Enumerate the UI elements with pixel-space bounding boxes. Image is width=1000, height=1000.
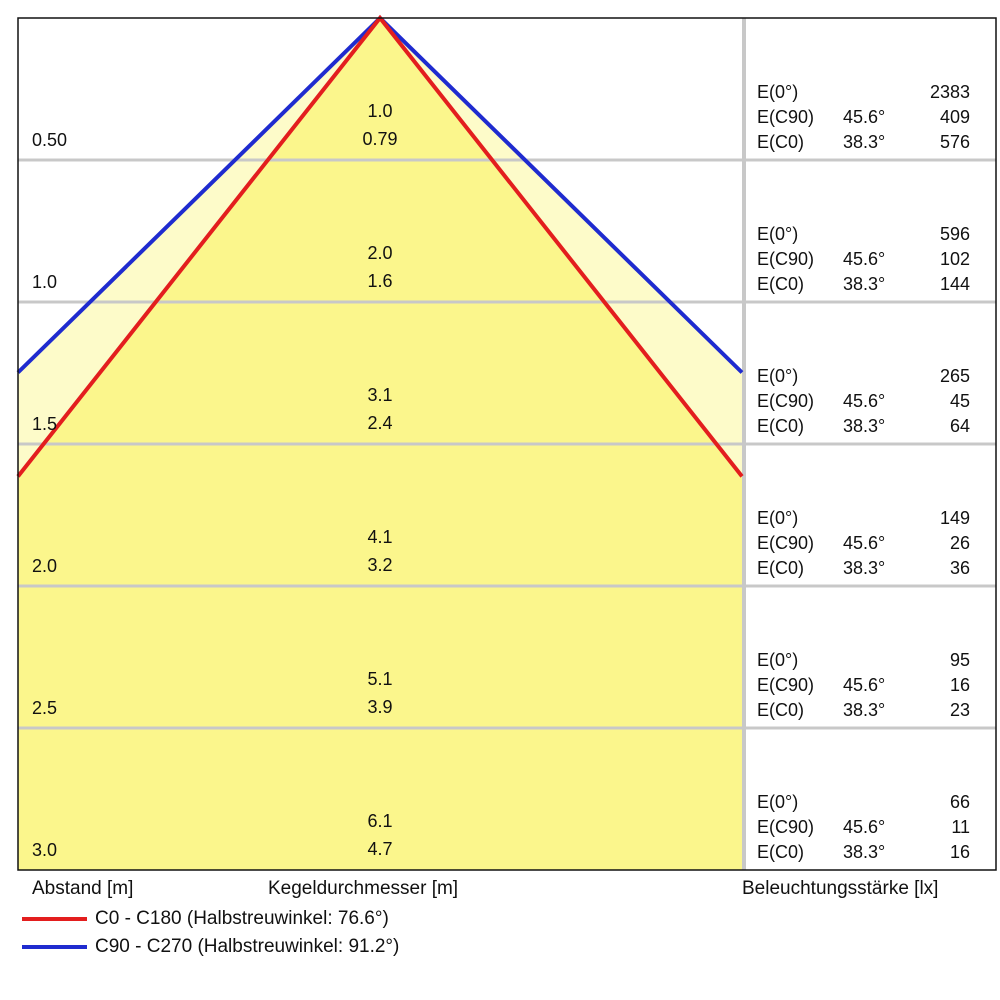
illuminance-name: E(C90): [757, 249, 814, 269]
illuminance-value: 149: [940, 508, 970, 528]
distance-label: 1.0: [32, 272, 57, 292]
distance-label: 1.5: [32, 414, 57, 434]
illuminance-value: 102: [940, 249, 970, 269]
illuminance-angle: 38.3°: [843, 132, 885, 152]
x-axis-label: Kegeldurchmesser [m]: [268, 878, 459, 899]
illuminance-name: E(0°): [757, 224, 798, 244]
illuminance-name: E(C0): [757, 132, 804, 152]
illuminance-angle: 38.3°: [843, 416, 885, 436]
illuminance-name: E(C0): [757, 274, 804, 294]
illuminance-value: 596: [940, 224, 970, 244]
diameter-c90-label: 3.1: [367, 385, 392, 405]
illuminance-value: 265: [940, 366, 970, 386]
legend-item-c90: C90 - C270 (Halbstreuwinkel: 91.2°): [22, 936, 399, 958]
illuminance-name: E(0°): [757, 82, 798, 102]
illuminance-name: E(C0): [757, 558, 804, 578]
legend-swatch-c90: [22, 945, 87, 949]
illuminance-name: E(C0): [757, 842, 804, 862]
distance-label: 2.0: [32, 556, 57, 576]
illuminance-value: 36: [950, 558, 970, 578]
legend-label-c0: C0 - C180 (Halbstreuwinkel: 76.6°): [95, 908, 389, 929]
illuminance-name: E(0°): [757, 650, 798, 670]
legend-label-c90: C90 - C270 (Halbstreuwinkel: 91.2°): [95, 936, 400, 957]
diameter-c90-label: 4.1: [367, 527, 392, 547]
y-axis-label: Abstand [m]: [32, 878, 134, 899]
illuminance-value: 66: [950, 792, 970, 812]
illuminance-angle: 38.3°: [843, 700, 885, 720]
illuminance-angle: 45.6°: [843, 817, 885, 837]
illuminance-angle: 38.3°: [843, 274, 885, 294]
illuminance-angle: 45.6°: [843, 107, 885, 127]
diameter-c0-label: 0.79: [362, 129, 397, 149]
diameter-c90-label: 2.0: [367, 243, 392, 263]
illuminance-value: 95: [950, 650, 970, 670]
diameter-c0-label: 4.7: [367, 839, 392, 859]
legend-swatch-c0: [22, 917, 87, 921]
illuminance-value: 45: [950, 391, 970, 411]
illuminance-name: E(C90): [757, 107, 814, 127]
illuminance-label: Beleuchtungsstärke [lx]: [742, 878, 939, 899]
illuminance-value: 16: [950, 842, 970, 862]
diameter-c0-label: 2.4: [367, 413, 392, 433]
diameter-c0-label: 1.6: [367, 271, 392, 291]
illuminance-value: 16: [950, 675, 970, 695]
illuminance-name: E(C90): [757, 391, 814, 411]
illuminance-value: 576: [940, 132, 970, 152]
illuminance-name: E(C90): [757, 675, 814, 695]
illuminance-value: 26: [950, 533, 970, 553]
illuminance-angle: 38.3°: [843, 842, 885, 862]
illuminance-angle: 45.6°: [843, 533, 885, 553]
diameter-c90-label: 5.1: [367, 669, 392, 689]
illuminance-name: E(0°): [757, 792, 798, 812]
light-cone-chart: 0.50 1.0 0.79 E(0°) 2383 E(C90) 45.6° 409 E(C0) 3…: [16, 14, 997, 871]
diameter-c0-label: 3.9: [367, 697, 392, 717]
illuminance-value: 144: [940, 274, 970, 294]
illuminance-value: 64: [950, 416, 970, 436]
illuminance-name: E(C90): [757, 533, 814, 553]
illuminance-angle: 45.6°: [843, 391, 885, 411]
chart-frame: [17, 17, 997, 871]
illuminance-value: 23: [950, 700, 970, 720]
illuminance-value: 409: [940, 107, 970, 127]
illuminance-name: E(0°): [757, 508, 798, 528]
diameter-c0-label: 3.2: [367, 555, 392, 575]
illuminance-value: 2383: [930, 82, 970, 102]
illuminance-name: E(C90): [757, 817, 814, 837]
illuminance-name: E(0°): [757, 366, 798, 386]
illuminance-angle: 45.6°: [843, 675, 885, 695]
illuminance-angle: 38.3°: [843, 558, 885, 578]
illuminance-value: 11: [951, 817, 970, 837]
diameter-c90-label: 1.0: [367, 101, 392, 121]
illuminance-name: E(C0): [757, 416, 804, 436]
distance-label: 2.5: [32, 698, 57, 718]
illuminance-angle: 45.6°: [843, 249, 885, 269]
distance-label: 0.50: [32, 130, 67, 150]
legend-item-c0: C0 - C180 (Halbstreuwinkel: 76.6°): [22, 908, 389, 930]
distance-label: 3.0: [32, 840, 57, 860]
illuminance-name: E(C0): [757, 700, 804, 720]
diameter-c90-label: 6.1: [367, 811, 392, 831]
